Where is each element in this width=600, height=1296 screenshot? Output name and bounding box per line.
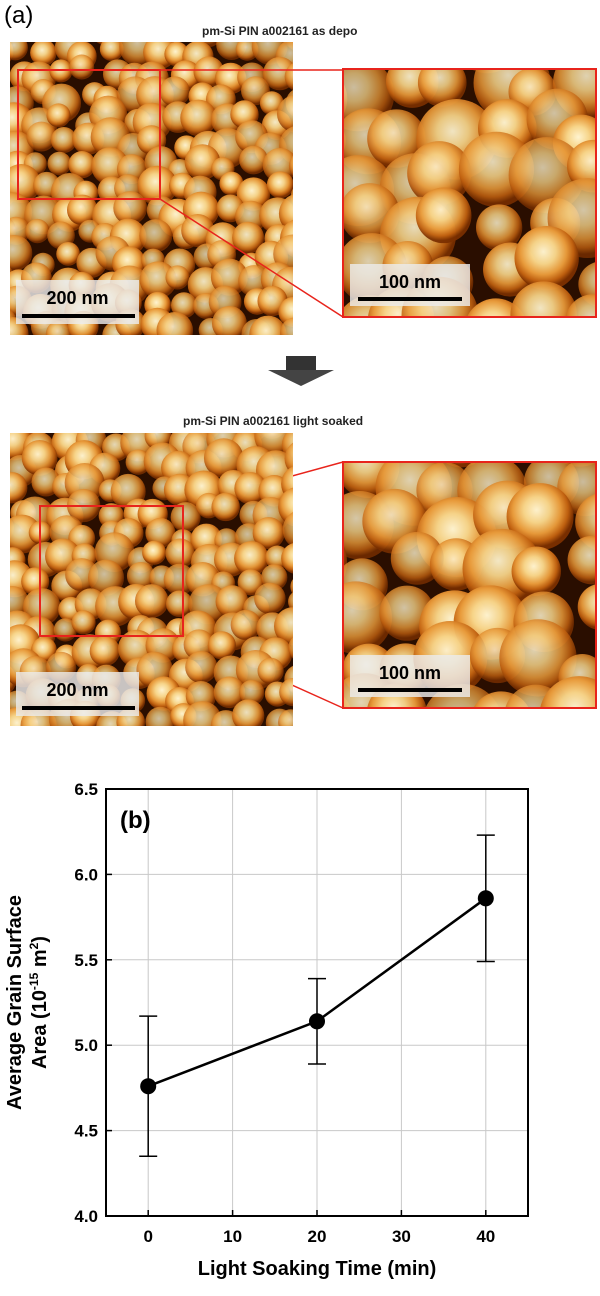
y-tick-label: 4.0: [74, 1207, 98, 1226]
scale-bar-label: 200 nm: [16, 680, 139, 701]
x-tick-label: 40: [476, 1227, 495, 1246]
data-point: [309, 1013, 325, 1029]
y-tick-label: 4.5: [74, 1122, 98, 1141]
x-tick-label: 10: [223, 1227, 242, 1246]
scale-bar-200nm: 200 nm: [16, 672, 139, 716]
data-point: [478, 890, 494, 906]
x-tick-label: 0: [143, 1227, 152, 1246]
inset-box-as-depo: [18, 70, 160, 199]
y-tick-label: 5.5: [74, 951, 98, 970]
line-chart: 0 10 20 30 40 4.0 4.5 5.0 5.5 6.0 6.5 (b) Light Soak…: [0, 770, 600, 1291]
scale-bar-line: [22, 314, 135, 318]
scale-bar-100nm: 100 nm: [350, 264, 470, 306]
down-arrow-icon: [268, 356, 334, 386]
afm-title-light-soaked: pm-Si PIN a002161 light soaked: [183, 414, 363, 428]
scale-bar-line: [358, 297, 462, 301]
x-tick-label: 20: [308, 1227, 327, 1246]
x-tick-label: 30: [392, 1227, 411, 1246]
data-point: [140, 1078, 156, 1094]
scale-bar-line: [358, 688, 462, 692]
connector-line: [160, 199, 343, 317]
y-axis-label-line1: Average Grain Surface: [4, 895, 26, 1110]
y-tick-label: 6.5: [74, 780, 98, 799]
x-axis-label: Light Soaking Time (min): [198, 1258, 437, 1280]
scale-bar-label: 100 nm: [350, 663, 470, 684]
y-axis-label-line2: Area (10-15 m2): [27, 936, 51, 1069]
panel-b-label: (b): [120, 807, 151, 834]
scale-bar-200nm: 200 nm: [16, 280, 139, 324]
scale-bar-label: 100 nm: [350, 272, 470, 293]
y-tick-label: 6.0: [74, 865, 98, 884]
y-tick-label: 5.0: [74, 1036, 98, 1055]
chart-panel-b: 0 10 20 30 40 4.0 4.5 5.0 5.5 6.0 6.5 (b) Light Soak…: [0, 770, 600, 1296]
scale-bar-label: 200 nm: [16, 288, 139, 309]
scale-bar-100nm: 100 nm: [350, 655, 470, 697]
scale-bar-line: [22, 706, 135, 710]
